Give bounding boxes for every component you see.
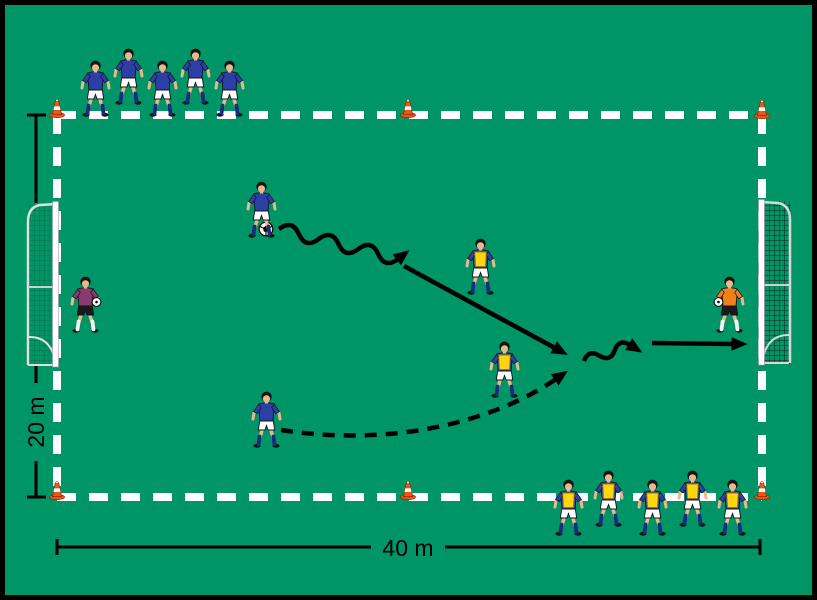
cone-icon bbox=[400, 481, 416, 500]
field-canvas: 20 m 40 m bbox=[21, 99, 792, 561]
goal-right-post bbox=[758, 199, 765, 366]
width-label: 40 m bbox=[382, 535, 433, 561]
goal-right bbox=[758, 199, 792, 366]
height-label: 20 m bbox=[23, 396, 49, 447]
pass-arrow bbox=[402, 264, 568, 355]
cone-icon bbox=[400, 99, 416, 118]
arrows bbox=[277, 222, 748, 438]
shot-arrow bbox=[651, 337, 748, 351]
goal-left bbox=[26, 201, 59, 368]
height-label-backing bbox=[21, 383, 50, 461]
width-label-backing bbox=[371, 533, 445, 560]
cone-icon bbox=[754, 481, 770, 500]
cone-icon bbox=[49, 99, 65, 118]
soccer-ball-icon bbox=[258, 221, 274, 237]
width-measure: 40 m bbox=[55, 533, 762, 561]
cone-icon bbox=[754, 100, 770, 119]
run-arrow bbox=[280, 370, 568, 438]
dribble-arrow-1 bbox=[277, 222, 410, 266]
cone-icon bbox=[49, 481, 65, 500]
dribble-arrow-2 bbox=[581, 338, 643, 362]
goal-left-post bbox=[52, 201, 59, 368]
loose-ball-layer bbox=[258, 221, 274, 237]
cones bbox=[49, 99, 770, 500]
field-boundary bbox=[53, 111, 766, 501]
